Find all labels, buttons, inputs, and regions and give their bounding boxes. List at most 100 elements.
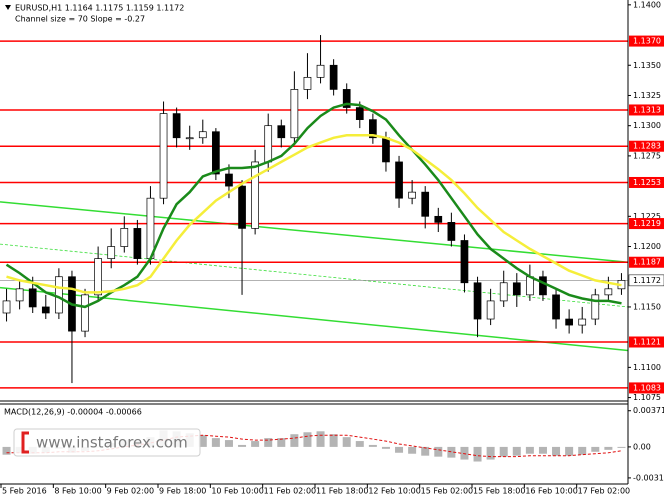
- candle-body: [512, 282, 521, 296]
- macd-bar: [499, 446, 508, 457]
- macd-bar: [2, 446, 11, 455]
- y-tick-label: -0.00318: [633, 473, 664, 482]
- x-tick-label: 16 Feb 10:00: [525, 487, 577, 496]
- macd-bar: [303, 432, 312, 447]
- level-label: 1.1283: [633, 142, 661, 151]
- candle-body: [133, 228, 142, 259]
- candle-body: [2, 300, 11, 314]
- level-label-box: [629, 256, 664, 268]
- macd-bar: [512, 446, 521, 456]
- candle-body: [434, 215, 443, 223]
- candle-body: [342, 89, 351, 108]
- x-tick-label: 17 Feb 02:00: [578, 487, 630, 496]
- macd-bar: [565, 446, 574, 456]
- macd-bar: [421, 446, 430, 456]
- candle-body: [107, 246, 116, 259]
- macd-bar: [290, 434, 299, 447]
- level-label: 1.1253: [633, 178, 661, 187]
- y-tick-label: 1.1150: [633, 302, 661, 311]
- macd-bar: [604, 446, 613, 450]
- x-tick-label: 15 Feb 18:00: [473, 487, 525, 496]
- x-tick-label: 15 Feb 02:00: [421, 487, 473, 496]
- moving-average: [5, 102, 622, 309]
- macd-bar: [486, 446, 495, 460]
- x-tick-label: 8 Feb 10:00: [54, 487, 101, 496]
- macd-bar: [447, 446, 456, 458]
- y-tick-label: 0.00: [633, 442, 651, 451]
- level-label: 1.1219: [633, 219, 661, 228]
- candle-body: [329, 64, 338, 90]
- macd-bar: [211, 438, 220, 447]
- moving-average: [6, 134, 622, 294]
- candle-body: [473, 282, 482, 320]
- level-label: 1.1370: [633, 37, 661, 46]
- candle-body: [421, 191, 430, 217]
- candle-body: [382, 137, 390, 163]
- macd-bar: [316, 431, 325, 447]
- macd-bar: [238, 444, 247, 447]
- level-label-box: [629, 35, 664, 47]
- y-tick-label: 1.1075: [633, 393, 661, 402]
- y-tick-label: 1.1100: [633, 363, 661, 372]
- y-tick-label: 0.00371: [633, 406, 664, 415]
- macd-bar: [277, 438, 286, 447]
- candle-body: [225, 173, 233, 187]
- x-tick-label: 9 Feb 02:00: [107, 487, 154, 496]
- macd-bar: [525, 446, 534, 454]
- candle-body: [120, 228, 129, 247]
- candle-body: [15, 288, 24, 302]
- channel-line: [0, 201, 629, 263]
- macd-bar: [198, 435, 207, 447]
- candle-body: [447, 222, 456, 241]
- candle-body: [591, 294, 600, 320]
- macd-bar: [408, 446, 417, 454]
- macd-bar: [434, 446, 443, 457]
- candle-body: [316, 64, 325, 78]
- candle-body: [159, 113, 168, 199]
- x-tick-label: 5 Feb 2016: [2, 487, 47, 496]
- watermark: www.instaforex.com: [13, 428, 201, 457]
- channel-line: [0, 243, 629, 308]
- macd-bar: [381, 446, 390, 449]
- candle-body: [172, 113, 181, 139]
- watermark-logo: [21, 431, 29, 454]
- watermark-box: [13, 428, 201, 457]
- level-label-box: [629, 104, 664, 116]
- y-tick-label: 1.1200: [633, 242, 661, 251]
- candle-body: [578, 318, 587, 326]
- macd-bar: [395, 446, 404, 453]
- level-label-box: [629, 336, 664, 348]
- candle-body: [146, 197, 155, 259]
- candle-body: [185, 137, 194, 140]
- macd-bar: [617, 446, 626, 448]
- level-label-box: [629, 176, 664, 188]
- x-tick-label: 9 Feb 18:00: [159, 487, 206, 496]
- y-tick-label: 1.1300: [633, 121, 661, 130]
- level-label-box: [629, 382, 664, 394]
- candle-body: [198, 131, 207, 139]
- candle-body: [552, 294, 560, 320]
- candle-body: [395, 161, 403, 199]
- candle-body: [369, 119, 377, 139]
- candle-body: [604, 288, 613, 296]
- candle-body: [499, 282, 508, 302]
- y-tick-label: 1.1400: [633, 0, 661, 9]
- candle-body: [81, 294, 89, 332]
- macd-header: MACD(12,26,9) -0.00004 -0.00066: [4, 408, 142, 417]
- macd-bar: [368, 444, 377, 447]
- y-tick-label: 1.1325: [633, 91, 661, 100]
- current-price-box: [628, 274, 664, 287]
- level-label-box: [629, 218, 664, 230]
- macd-bar: [591, 446, 600, 452]
- candle-body: [277, 125, 286, 139]
- macd-bar: [473, 446, 482, 462]
- macd-bar: [264, 438, 273, 447]
- level-label-box: [629, 140, 664, 152]
- candle-body: [408, 191, 416, 199]
- macd-bar: [251, 441, 260, 447]
- x-tick-label: 11 Feb 18:00: [316, 487, 368, 496]
- symbol-header: EURUSD,H1 1.1164 1.1175 1.1159 1.1172: [15, 4, 184, 13]
- candle-body: [303, 76, 312, 90]
- menu-triangle: [5, 5, 11, 10]
